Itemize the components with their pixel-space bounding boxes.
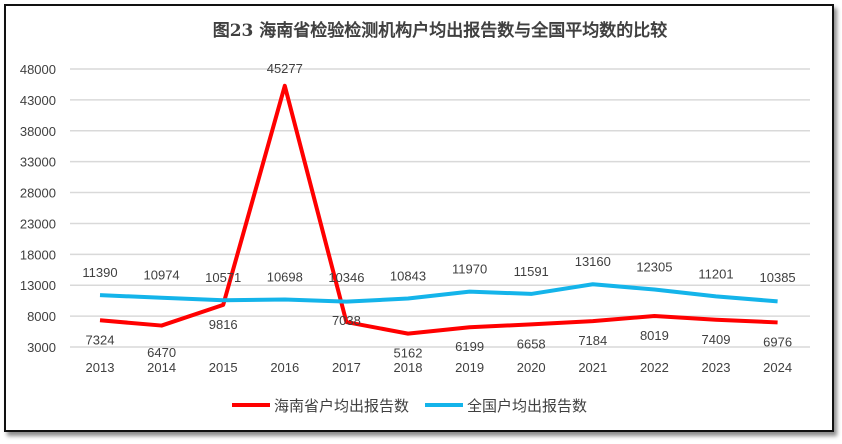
data-label: 7038 xyxy=(332,313,361,328)
series-line-1 xyxy=(99,83,778,336)
y-tick-label: 8000 xyxy=(27,309,56,324)
data-label: 8019 xyxy=(640,328,669,343)
data-label: 6470 xyxy=(147,345,176,360)
data-label: 10974 xyxy=(144,268,180,283)
x-tick-label: 2019 xyxy=(455,360,484,375)
y-tick-label: 33000 xyxy=(20,155,56,170)
data-label: 11591 xyxy=(514,264,549,279)
data-label: 6658 xyxy=(517,336,546,351)
legend-label: 海南省户均出报告数 xyxy=(274,397,409,415)
x-tick-label: 2022 xyxy=(640,360,669,375)
data-label: 13160 xyxy=(575,254,611,269)
data-label: 12305 xyxy=(636,260,672,275)
y-tick-label: 13000 xyxy=(20,278,56,293)
y-tick-label: 18000 xyxy=(20,247,56,262)
data-label: 11970 xyxy=(452,262,487,277)
data-label: 10571 xyxy=(205,270,241,285)
data-label: 10385 xyxy=(760,270,796,285)
x-tick-label: 2016 xyxy=(270,360,299,375)
data-label: 10843 xyxy=(390,269,426,284)
y-tick-label: 43000 xyxy=(20,93,56,108)
data-label: 6976 xyxy=(763,334,792,349)
x-tick-label: 2023 xyxy=(702,360,731,375)
data-label: 7409 xyxy=(702,332,731,347)
y-tick-label: 48000 xyxy=(20,62,56,77)
y-tick-label: 23000 xyxy=(20,216,56,231)
data-label: 6199 xyxy=(455,339,484,354)
legend-label: 全国户均出报告数 xyxy=(467,397,587,415)
x-tick-label: 2018 xyxy=(394,360,423,375)
x-tick-label: 2017 xyxy=(332,360,361,375)
data-label: 11201 xyxy=(698,266,733,281)
data-label: 10698 xyxy=(267,269,303,284)
series-line-2 xyxy=(99,282,778,304)
x-tick-label: 2015 xyxy=(209,360,238,375)
x-tick-label: 2013 xyxy=(86,360,115,375)
chart-title: 图23 海南省检验检测机构户均出报告数与全国平均数的比较 xyxy=(213,20,668,41)
y-tick-label: 3000 xyxy=(27,340,56,355)
x-tick-label: 2014 xyxy=(147,360,176,375)
data-label: 7184 xyxy=(578,333,607,348)
x-tick-label: 2020 xyxy=(517,360,546,375)
x-tick-label: 2021 xyxy=(578,360,607,375)
chart-frame xyxy=(4,4,834,432)
data-label: 11390 xyxy=(82,265,117,280)
y-tick-label: 38000 xyxy=(20,124,56,139)
x-tick-label: 2024 xyxy=(763,360,792,375)
data-label: 7324 xyxy=(86,332,115,347)
data-label: 45277 xyxy=(267,61,303,76)
data-label: 10346 xyxy=(328,270,364,285)
data-label: 5162 xyxy=(394,346,423,361)
data-label: 9816 xyxy=(209,317,238,332)
y-tick-label: 28000 xyxy=(20,186,56,201)
